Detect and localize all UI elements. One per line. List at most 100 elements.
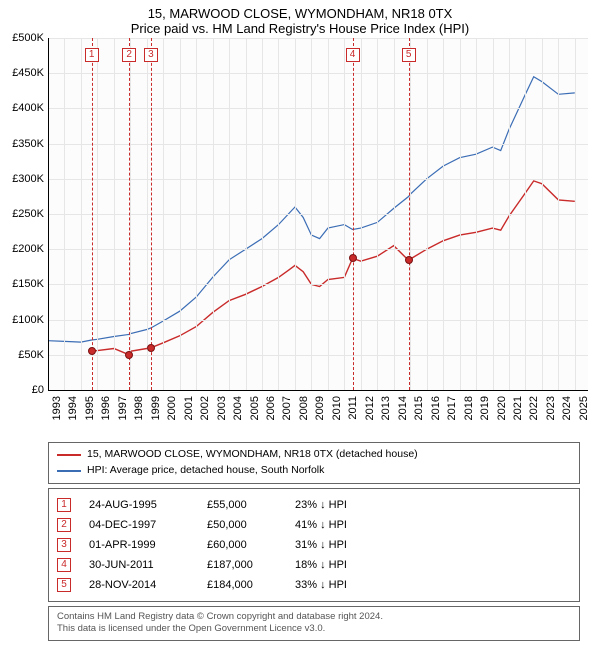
legend-swatch [57, 470, 81, 472]
transaction-number: 3 [57, 538, 71, 552]
transaction-number: 2 [57, 518, 71, 532]
y-tick-label: £100K [12, 314, 44, 326]
transaction-date: 04-DEC-1997 [89, 519, 189, 531]
title-address: 15, MARWOOD CLOSE, WYMONDHAM, NR18 0TX [0, 6, 600, 21]
x-tick-label: 2007 [281, 396, 293, 420]
gridline-v [114, 38, 115, 390]
x-tick-label: 2009 [314, 396, 326, 420]
sale-marker-line [151, 38, 152, 390]
transaction-date: 28-NOV-2014 [89, 579, 189, 591]
sale-marker-number: 1 [85, 48, 99, 62]
footnote-line1: Contains HM Land Registry data © Crown c… [57, 611, 571, 624]
transaction-price: £187,000 [207, 559, 277, 571]
gridline-v [229, 38, 230, 390]
x-tick-label: 2004 [232, 396, 244, 420]
x-tick-label: 2000 [166, 396, 178, 420]
x-tick-label: 1996 [100, 396, 112, 420]
plot-area: 12345 [48, 38, 588, 390]
x-tick-label: 2011 [347, 396, 359, 420]
gridline-v [558, 38, 559, 390]
transaction-number: 4 [57, 558, 71, 572]
gridline-v [394, 38, 395, 390]
sale-dot [349, 254, 357, 262]
sale-marker-number: 5 [402, 48, 416, 62]
transaction-row: 528-NOV-2014£184,00033% ↓ HPI [57, 575, 571, 595]
x-tick-label: 2024 [561, 396, 573, 420]
y-tick-label: £150K [12, 278, 44, 290]
y-tick-label: £500K [12, 32, 44, 44]
x-axis: 1993199419951996199719981999200020012002… [48, 394, 588, 438]
x-tick-label: 2005 [249, 396, 261, 420]
x-tick-label: 2016 [430, 396, 442, 420]
gridline-v [575, 38, 576, 390]
x-tick-label: 2010 [331, 396, 343, 420]
page: 15, MARWOOD CLOSE, WYMONDHAM, NR18 0TX P… [0, 0, 600, 641]
legend-label: 15, MARWOOD CLOSE, WYMONDHAM, NR18 0TX (… [87, 447, 418, 463]
y-axis: £0£50K£100K£150K£200K£250K£300K£350K£400… [0, 38, 48, 390]
transaction-number: 5 [57, 578, 71, 592]
gridline-v [377, 38, 378, 390]
gridline-v [278, 38, 279, 390]
gridline-v [81, 38, 82, 390]
transaction-date: 01-APR-1999 [89, 539, 189, 551]
legend-swatch [57, 454, 81, 456]
sale-dot [147, 344, 155, 352]
x-tick-label: 2023 [545, 396, 557, 420]
footnote-line2: This data is licensed under the Open Gov… [57, 623, 571, 636]
transaction-row: 204-DEC-1997£50,00041% ↓ HPI [57, 515, 571, 535]
gridline-v [493, 38, 494, 390]
sale-marker-line [409, 38, 410, 390]
x-tick-label: 1993 [51, 396, 63, 420]
transaction-price: £60,000 [207, 539, 277, 551]
transaction-delta: 23% ↓ HPI [295, 499, 375, 511]
transaction-date: 24-AUG-1995 [89, 499, 189, 511]
y-axis-line [48, 38, 49, 390]
transaction-price: £55,000 [207, 499, 277, 511]
x-tick-label: 2017 [446, 396, 458, 420]
sale-marker-line [129, 38, 130, 390]
footnote: Contains HM Land Registry data © Crown c… [48, 606, 580, 642]
transaction-row: 3 01-APR-1999 £60,000 31% ↓ HPI [57, 535, 571, 555]
transaction-delta: 31% ↓ HPI [295, 539, 375, 551]
transaction-date: 30-JUN-2011 [89, 559, 189, 571]
sale-marker-number: 4 [346, 48, 360, 62]
gridline-v [262, 38, 263, 390]
gridline-v [64, 38, 65, 390]
transaction-number: 1 [57, 498, 71, 512]
transaction-row: 1 24-AUG-1995 £55,000 23% ↓ HPI [57, 495, 571, 515]
x-tick-label: 2015 [413, 396, 425, 420]
legend-item: HPI: Average price, detached house, Sout… [57, 463, 571, 479]
y-tick-label: £450K [12, 67, 44, 79]
sale-dot [405, 256, 413, 264]
legend: 15, MARWOOD CLOSE, WYMONDHAM, NR18 0TX (… [48, 442, 580, 484]
sale-dot [88, 347, 96, 355]
x-axis-line [48, 390, 588, 391]
gridline-v [525, 38, 526, 390]
x-tick-label: 1997 [117, 396, 129, 420]
x-tick-label: 2001 [183, 396, 195, 420]
gridline-v [410, 38, 411, 390]
gridline-v [213, 38, 214, 390]
x-tick-label: 2021 [512, 396, 524, 420]
title-subtitle: Price paid vs. HM Land Registry's House … [0, 21, 600, 36]
x-tick-label: 1998 [133, 396, 145, 420]
gridline-v [295, 38, 296, 390]
gridline-v [130, 38, 131, 390]
chart: £0£50K£100K£150K£200K£250K£300K£350K£400… [0, 38, 600, 438]
gridline-v [147, 38, 148, 390]
gridline-v [344, 38, 345, 390]
transaction-row: 4 30-JUN-2011 £187,000 18% ↓ HPI [57, 555, 571, 575]
x-tick-label: 2025 [578, 396, 590, 420]
gridline-v [460, 38, 461, 390]
transaction-delta: 18% ↓ HPI [295, 559, 375, 571]
x-tick-label: 2012 [364, 396, 376, 420]
x-tick-label: 1994 [67, 396, 79, 420]
gridline-v [476, 38, 477, 390]
y-tick-label: £350K [12, 138, 44, 150]
transactions-table: 1 24-AUG-1995 £55,000 23% ↓ HPI 2 04-DEC-1997… [48, 488, 580, 602]
x-tick-label: 1999 [150, 396, 162, 420]
y-tick-label: £50K [18, 349, 44, 361]
x-tick-label: 2014 [397, 396, 409, 420]
legend-item: 15, MARWOOD CLOSE, WYMONDHAM, NR18 0TX (… [57, 447, 571, 463]
x-tick-label: 2022 [528, 396, 540, 420]
